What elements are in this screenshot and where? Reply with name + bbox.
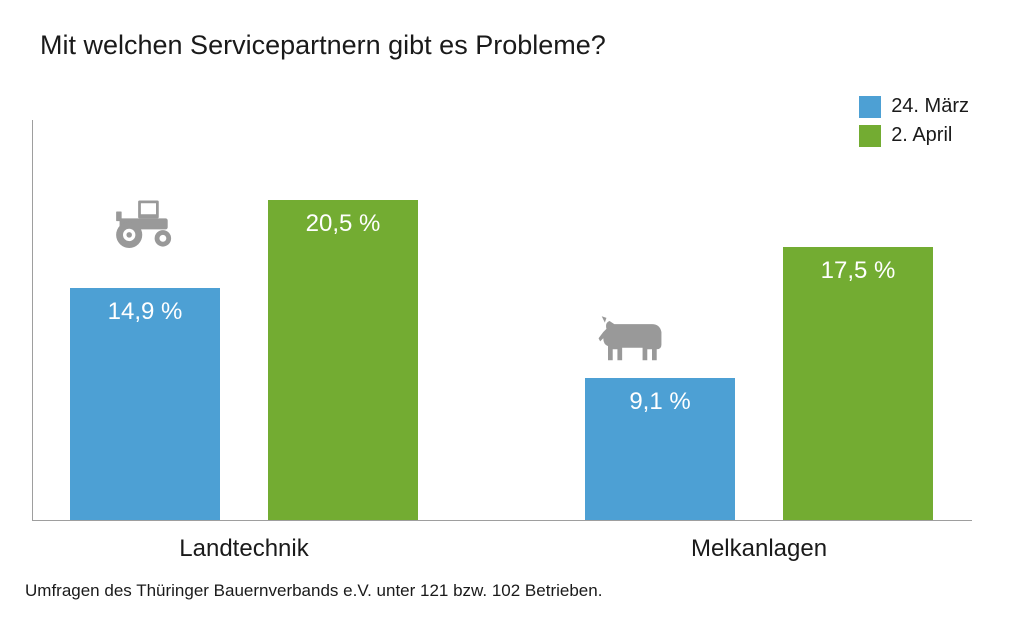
bar-landtechnik-s2: 20,5 %	[268, 200, 418, 520]
legend-item-1: 24. März	[859, 95, 969, 118]
chart-footnote: Umfragen des Thüringer Bauernverbands e.…	[25, 581, 602, 601]
bar-value-landtechnik-s1: 14,9 %	[70, 298, 220, 326]
group-label-landtechnik: Landtechnik	[70, 535, 418, 563]
legend-item-2: 2. April	[859, 124, 969, 147]
legend-label-2: 2. April	[891, 124, 952, 147]
x-axis	[32, 520, 972, 521]
legend-swatch-2	[859, 125, 881, 147]
chart-container: { "title": "Mit welchen Servicepartnern …	[0, 0, 1024, 623]
y-axis	[32, 120, 33, 520]
legend-label-1: 24. März	[891, 95, 969, 118]
bar-melkanlagen-s2: 17,5 %	[783, 247, 933, 520]
bar-group-melkanlagen: 9,1 % 17,5 %	[585, 247, 933, 520]
bar-melkanlagen-s1: 9,1 %	[585, 378, 735, 520]
legend-swatch-1	[859, 96, 881, 118]
cow-icon	[590, 310, 670, 365]
chart-title: Mit welchen Servicepartnern gibt es Prob…	[40, 30, 606, 61]
bar-landtechnik-s1: 14,9 %	[70, 288, 220, 520]
bar-value-melkanlagen-s2: 17,5 %	[783, 257, 933, 285]
bar-value-melkanlagen-s1: 9,1 %	[585, 388, 735, 416]
tractor-icon	[110, 195, 180, 250]
group-label-melkanlagen: Melkanlagen	[585, 535, 933, 563]
legend: 24. März 2. April	[859, 95, 969, 153]
bar-value-landtechnik-s2: 20,5 %	[268, 210, 418, 238]
